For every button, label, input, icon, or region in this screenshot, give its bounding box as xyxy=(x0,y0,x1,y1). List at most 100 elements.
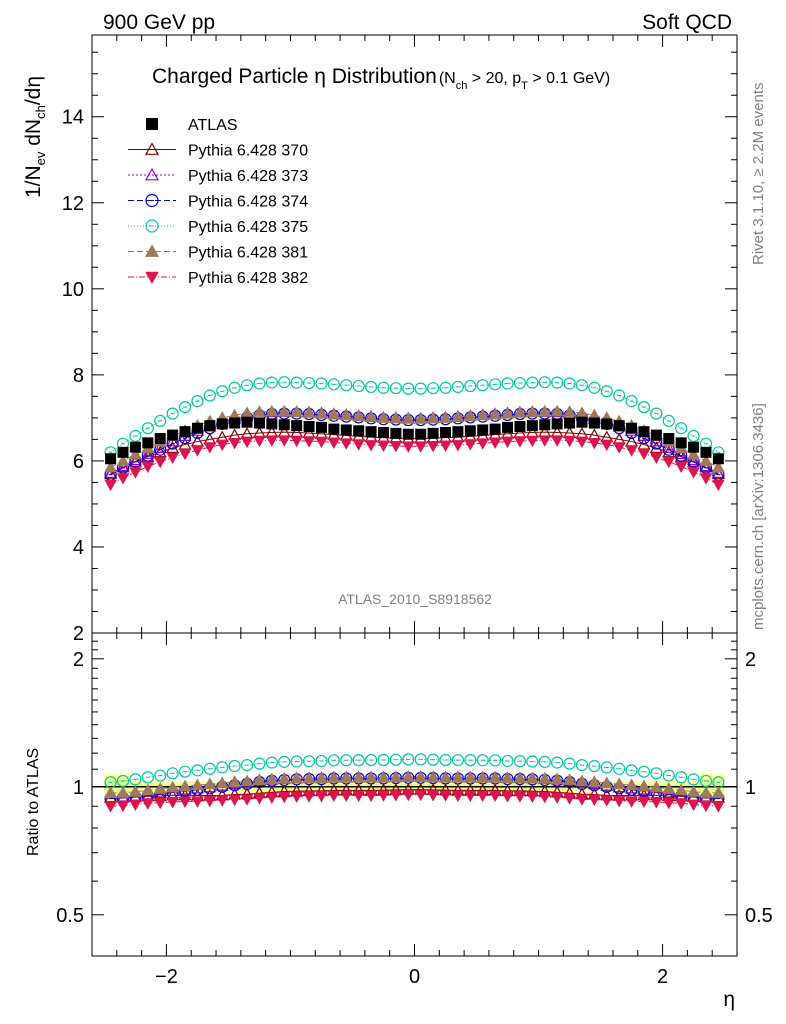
series-0-point xyxy=(154,433,166,445)
series-5-ratio-point xyxy=(587,775,601,788)
series-4-ratio-point xyxy=(340,754,353,767)
series-6-point xyxy=(550,435,564,447)
series-6-point xyxy=(352,439,366,451)
series-6-point xyxy=(389,440,403,453)
series-0-point xyxy=(278,419,290,431)
series-6-ratio-point xyxy=(277,791,291,804)
series-6-point xyxy=(277,435,291,447)
series-5-ratio-point xyxy=(625,778,639,791)
series-6-point xyxy=(612,442,626,454)
ratio-panel: −2 0 2 0.5 1 2 0.5 1 2 Ratio to ATLAS η xyxy=(25,632,773,1011)
series-0-point xyxy=(117,446,129,458)
series-5-point xyxy=(265,404,279,417)
series-6-ratio-point xyxy=(116,800,130,813)
series-4-point xyxy=(240,379,254,392)
series-4-ratio-point xyxy=(600,761,613,774)
legend-marker xyxy=(144,167,160,181)
series-0-point xyxy=(204,420,216,432)
series-5-ratio-point xyxy=(463,770,477,783)
series-4-point xyxy=(489,378,502,391)
series-0-point xyxy=(576,416,588,428)
series-6-ratio-point xyxy=(302,791,316,803)
series-6-ratio-point xyxy=(129,799,142,812)
series-6-ratio-point xyxy=(228,794,241,807)
series-0-point xyxy=(675,437,687,449)
series-5-ratio-point xyxy=(240,774,254,787)
main-ytick-label: 4 xyxy=(73,537,84,559)
series-5-point xyxy=(327,407,341,420)
series-4-point xyxy=(315,377,328,390)
series-5-ratio-point xyxy=(190,778,204,791)
series-0-point xyxy=(663,433,675,445)
series-2-point xyxy=(166,434,180,447)
series-2-point xyxy=(141,447,155,460)
series-5-ratio-point xyxy=(662,782,676,794)
series-4-point xyxy=(538,376,551,389)
series-1-ratio-line xyxy=(110,789,719,799)
series-5-ratio-point xyxy=(563,773,577,785)
series-4-ratio-point xyxy=(551,756,564,769)
series-4-point xyxy=(191,395,204,408)
series-4-ratio-point xyxy=(203,762,216,775)
series-6-ratio-point xyxy=(501,791,514,803)
series-4-point xyxy=(613,389,626,402)
series-6-ratio-point xyxy=(476,790,490,803)
series-4-ratio-point xyxy=(141,771,154,784)
legend-marker xyxy=(145,219,159,233)
series-6-point xyxy=(339,438,353,450)
series-5-ratio-point xyxy=(575,774,589,787)
series-6-point xyxy=(600,439,614,452)
series-0-point xyxy=(502,421,514,433)
series-6-ratio-point xyxy=(463,790,477,803)
series-5-ratio-point xyxy=(612,777,626,790)
series-5-ratio-point xyxy=(290,771,304,784)
series-5-point xyxy=(302,405,316,418)
series-2-point xyxy=(687,453,701,466)
series-4-ratio-point xyxy=(662,769,675,782)
legend-marker xyxy=(144,244,160,257)
series-6-ratio-point xyxy=(637,796,651,808)
series-6-point xyxy=(265,435,279,447)
legend-marker xyxy=(145,271,159,285)
series-6-point xyxy=(401,441,415,453)
series-4-point xyxy=(563,377,576,390)
series-0-point xyxy=(241,416,253,428)
series-6-point xyxy=(525,435,539,448)
main-title: Charged Particle η Distribution (Nch > 20… xyxy=(152,65,610,92)
series-5-point xyxy=(538,404,552,417)
series-4-line xyxy=(110,381,719,453)
series-5-ratio-point xyxy=(364,770,378,783)
series-6-ratio-point xyxy=(699,800,713,813)
series-5-point xyxy=(488,407,502,420)
legend-label: Pythia 6.428 374 xyxy=(188,194,308,211)
main-panel: 2 4 6 8 10 12 14 1/Nev dNch/dη Charged Particl… xyxy=(22,34,738,645)
series-4-point xyxy=(228,381,241,394)
series-6-point xyxy=(178,448,192,461)
series-4-point xyxy=(203,389,216,402)
series-4-ratio-point xyxy=(166,767,179,780)
series-4-ratio-point xyxy=(687,773,700,786)
series-0-point xyxy=(365,426,377,438)
series-0-point xyxy=(303,420,315,432)
series-5-point xyxy=(314,406,328,419)
series-5-ratio-point xyxy=(265,772,279,785)
series-5-point xyxy=(277,404,291,417)
series-0-point xyxy=(129,441,141,453)
series-0-point xyxy=(402,428,414,440)
series-5-ratio-point xyxy=(302,771,316,784)
series-4-point xyxy=(129,429,142,443)
series-6-ratio-point xyxy=(563,793,576,805)
series-5-point xyxy=(550,404,564,417)
series-4-ratio-point xyxy=(315,754,328,768)
series-4-ratio-point xyxy=(439,753,452,767)
series-4-ratio-point xyxy=(637,765,651,778)
series-0-point xyxy=(167,429,179,441)
series-6-point xyxy=(476,438,490,450)
series-6-point xyxy=(699,473,713,485)
ratio-series-layer xyxy=(104,753,725,813)
series-1-point xyxy=(662,445,676,458)
energy-label: 900 GeV pp xyxy=(103,11,215,34)
series-4-point xyxy=(216,385,229,398)
series-2-point xyxy=(711,466,725,478)
